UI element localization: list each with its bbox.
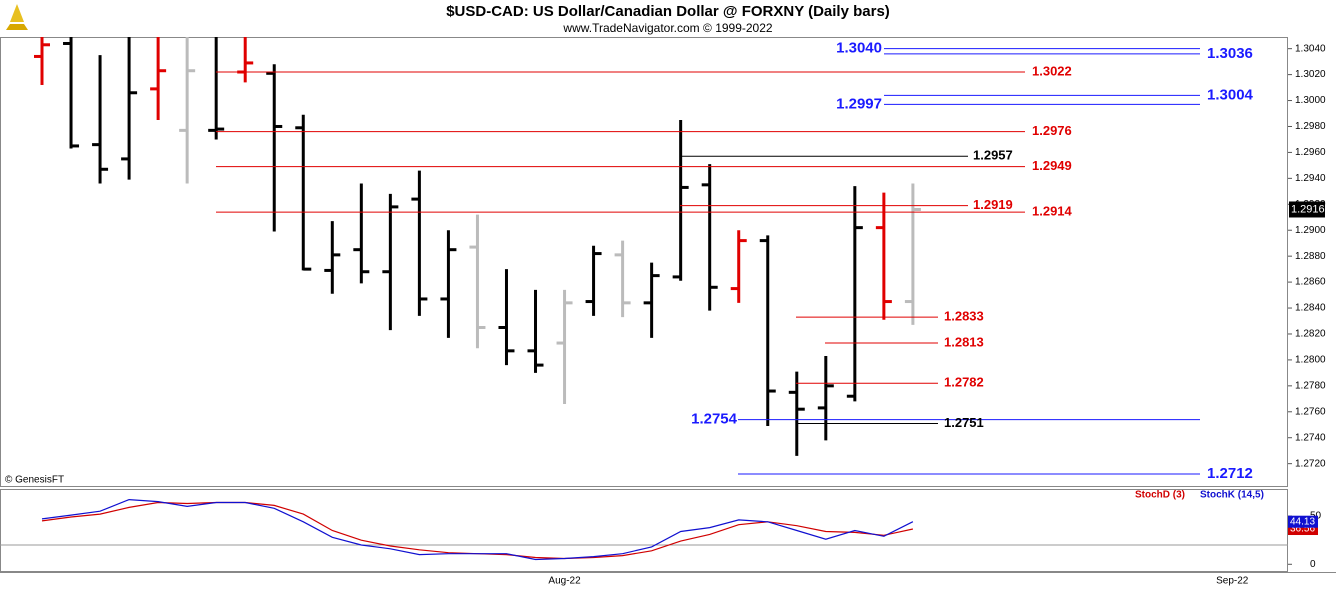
level-label: 1.2833 <box>944 309 984 324</box>
x-tick-label: Aug-22 <box>548 576 581 587</box>
level-label: 1.2813 <box>944 334 984 349</box>
level-label: 1.2976 <box>1032 123 1072 138</box>
y-tick-label: 1.2900 <box>1295 225 1326 236</box>
y-tick-label: 1.3020 <box>1295 69 1326 80</box>
level-label: 1.2754 <box>691 411 738 428</box>
y-tick-label: 1.2740 <box>1295 432 1326 443</box>
value-box-label: 36.56 <box>1290 524 1315 535</box>
y-tick-label: 1.2800 <box>1295 355 1326 366</box>
level-label: 1.3040 <box>836 40 882 57</box>
level-label: 1.2782 <box>944 375 984 390</box>
logo <box>6 4 28 30</box>
y-tick-label: 1.2840 <box>1295 303 1326 314</box>
level-label: 1.2997 <box>836 95 882 112</box>
level-label: 1.2919 <box>973 197 1013 212</box>
level-label: 1.3036 <box>1207 45 1253 62</box>
y-tick-label: 1.2760 <box>1295 406 1326 417</box>
y-tick-label: 1.2820 <box>1295 329 1326 340</box>
legend-entry: StochK (14,5) <box>1200 490 1264 501</box>
y-tick-label: 1.2980 <box>1295 121 1326 132</box>
y-tick-label: 1.3040 <box>1295 43 1326 54</box>
y-tick-label: 1.2720 <box>1295 458 1326 469</box>
main-panel <box>0 37 1288 487</box>
level-label: 1.2712 <box>1207 465 1253 482</box>
y-tick-label: 0 <box>1310 559 1316 570</box>
value-box <box>1288 515 1318 528</box>
stoch-panel <box>0 489 1288 572</box>
last-price-box <box>1289 201 1325 218</box>
chart-subtitle: www.TradeNavigator.com © 1999-2022 <box>562 21 772 35</box>
x-tick-label: Sep-22 <box>1216 576 1249 587</box>
y-tick-label: 1.2960 <box>1295 147 1326 158</box>
stoch-line <box>41 498 914 561</box>
level-label: 1.2751 <box>944 415 984 430</box>
level-label: 1.3022 <box>1032 63 1072 78</box>
y-tick-label: 1.2880 <box>1295 251 1326 262</box>
y-tick-label: 1.2940 <box>1295 173 1326 184</box>
level-label: 1.2957 <box>973 148 1013 163</box>
level-label: 1.2914 <box>1032 204 1073 219</box>
y-tick-label: 1.2780 <box>1295 380 1326 391</box>
legend-entry: StochD (3) <box>1135 490 1185 501</box>
y-tick-label: 1.3000 <box>1295 95 1326 106</box>
watermark: © GenesisFT <box>5 475 64 486</box>
chart-title: $USD-CAD: US Dollar/Canadian Dollar @ FO… <box>446 3 890 20</box>
last-price-label: 1.2916 <box>1291 203 1325 215</box>
y-tick-label: 1.2860 <box>1295 277 1326 288</box>
level-label: 1.3004 <box>1207 86 1254 103</box>
level-label: 1.2949 <box>1032 158 1072 173</box>
price-plot <box>34 37 921 456</box>
value-box-label: 44.13 <box>1290 516 1315 527</box>
